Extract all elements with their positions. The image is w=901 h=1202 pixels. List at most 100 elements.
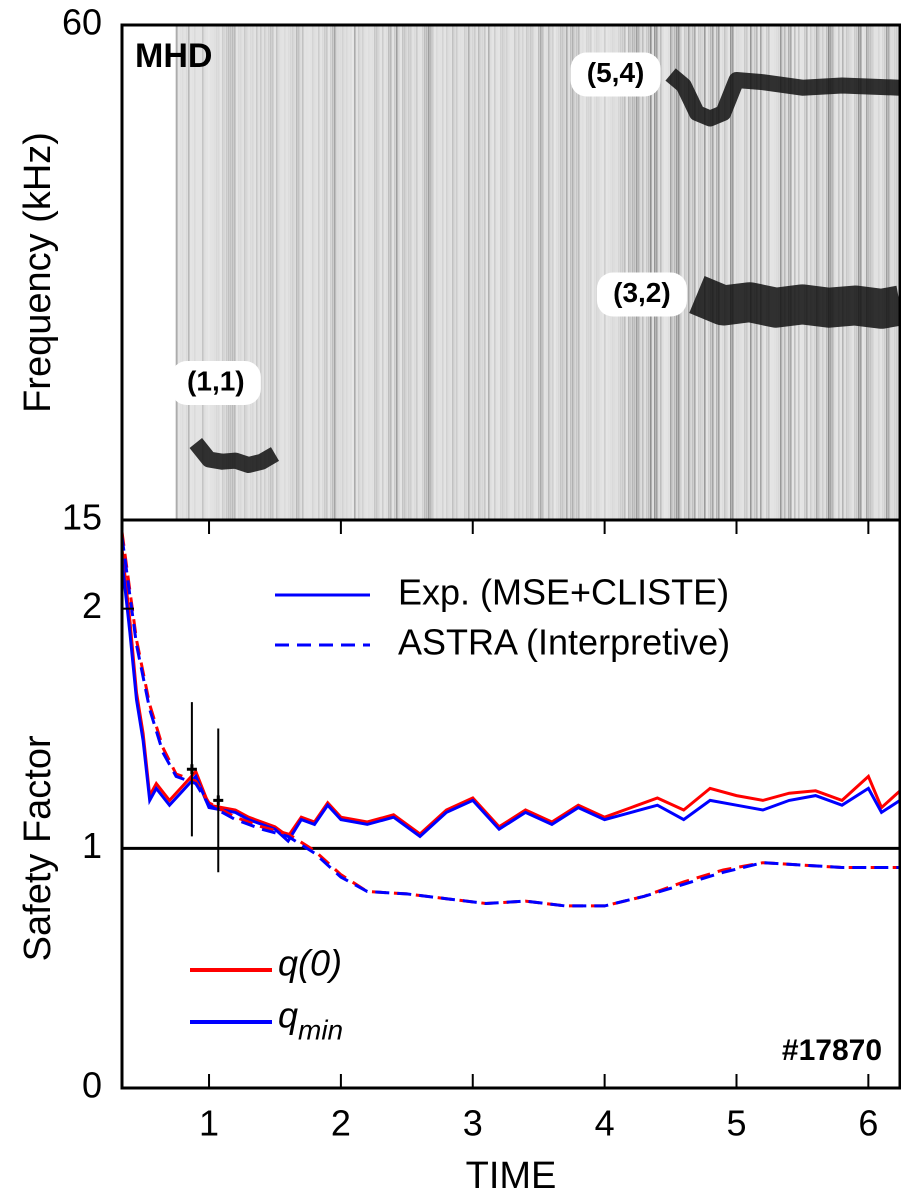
texture [354, 25, 356, 520]
texture [712, 25, 714, 520]
texture [512, 25, 514, 520]
texture [304, 25, 306, 520]
texture [518, 25, 520, 520]
texture [392, 25, 394, 520]
texture [236, 25, 238, 520]
texture [274, 25, 276, 520]
texture [528, 25, 530, 520]
texture [588, 25, 590, 520]
texture [688, 25, 690, 520]
texture [784, 25, 786, 520]
legend-subscript: min [298, 1014, 343, 1045]
texture [746, 25, 748, 520]
texture [362, 25, 364, 520]
texture [280, 25, 282, 520]
texture [476, 25, 478, 520]
texture [730, 25, 732, 520]
x-tick-label: 4 [595, 1103, 615, 1144]
texture [702, 25, 704, 520]
texture [338, 25, 340, 520]
y-tick-label: 1 [82, 825, 102, 866]
x-tick-label: 5 [726, 1103, 746, 1144]
texture [216, 25, 218, 520]
mode-label: (5,4) [587, 57, 645, 88]
texture [466, 25, 468, 520]
error-point [213, 795, 224, 806]
texture [540, 25, 542, 520]
texture [570, 25, 572, 520]
texture [592, 25, 594, 520]
texture [854, 25, 856, 520]
texture [886, 25, 888, 520]
texture [260, 25, 262, 520]
texture [334, 25, 336, 520]
texture [182, 25, 184, 520]
texture [416, 25, 418, 520]
texture [454, 25, 456, 520]
texture [778, 25, 780, 520]
texture [290, 25, 292, 520]
texture [306, 25, 308, 520]
texture [286, 25, 288, 520]
texture [294, 25, 296, 520]
texture [680, 25, 682, 520]
texture [184, 25, 186, 520]
texture [794, 25, 796, 520]
texture [544, 25, 546, 520]
texture [560, 25, 562, 520]
y-tick-label: 60 [62, 2, 102, 43]
texture [722, 25, 724, 520]
texture [486, 25, 488, 520]
texture [606, 25, 608, 520]
texture [750, 25, 752, 520]
texture [470, 25, 472, 520]
y-tick-label: 2 [82, 585, 102, 626]
texture [206, 25, 208, 520]
texture [444, 25, 446, 520]
texture [880, 25, 882, 520]
texture [210, 25, 212, 520]
texture [308, 25, 310, 520]
texture [264, 25, 266, 520]
texture [522, 25, 524, 520]
texture [780, 25, 782, 520]
texture [682, 25, 684, 520]
texture [866, 25, 868, 520]
label-box [596, 272, 687, 317]
texture [442, 25, 444, 520]
texture [576, 25, 578, 520]
texture [556, 25, 558, 520]
texture [418, 25, 420, 520]
texture [380, 25, 382, 520]
texture [732, 25, 734, 520]
texture [738, 25, 740, 520]
texture [242, 25, 244, 520]
texture [792, 25, 794, 520]
texture [724, 25, 726, 520]
legend-label: q [278, 995, 298, 1036]
texture [302, 25, 304, 520]
texture [552, 25, 554, 520]
texture [202, 25, 204, 520]
texture [554, 25, 556, 520]
texture [228, 25, 230, 520]
texture [208, 25, 210, 520]
texture [246, 25, 248, 520]
texture [506, 25, 508, 520]
texture [256, 25, 258, 520]
texture [882, 25, 884, 520]
mode-trace [189, 438, 280, 473]
texture [896, 25, 898, 520]
texture [812, 25, 814, 520]
texture [772, 25, 774, 520]
texture [438, 25, 440, 520]
texture [714, 25, 716, 520]
texture [564, 25, 566, 520]
texture [240, 25, 242, 520]
texture [708, 25, 710, 520]
texture [340, 25, 342, 520]
texture [396, 25, 398, 520]
texture [764, 25, 766, 520]
texture [538, 25, 540, 520]
texture [386, 25, 388, 520]
